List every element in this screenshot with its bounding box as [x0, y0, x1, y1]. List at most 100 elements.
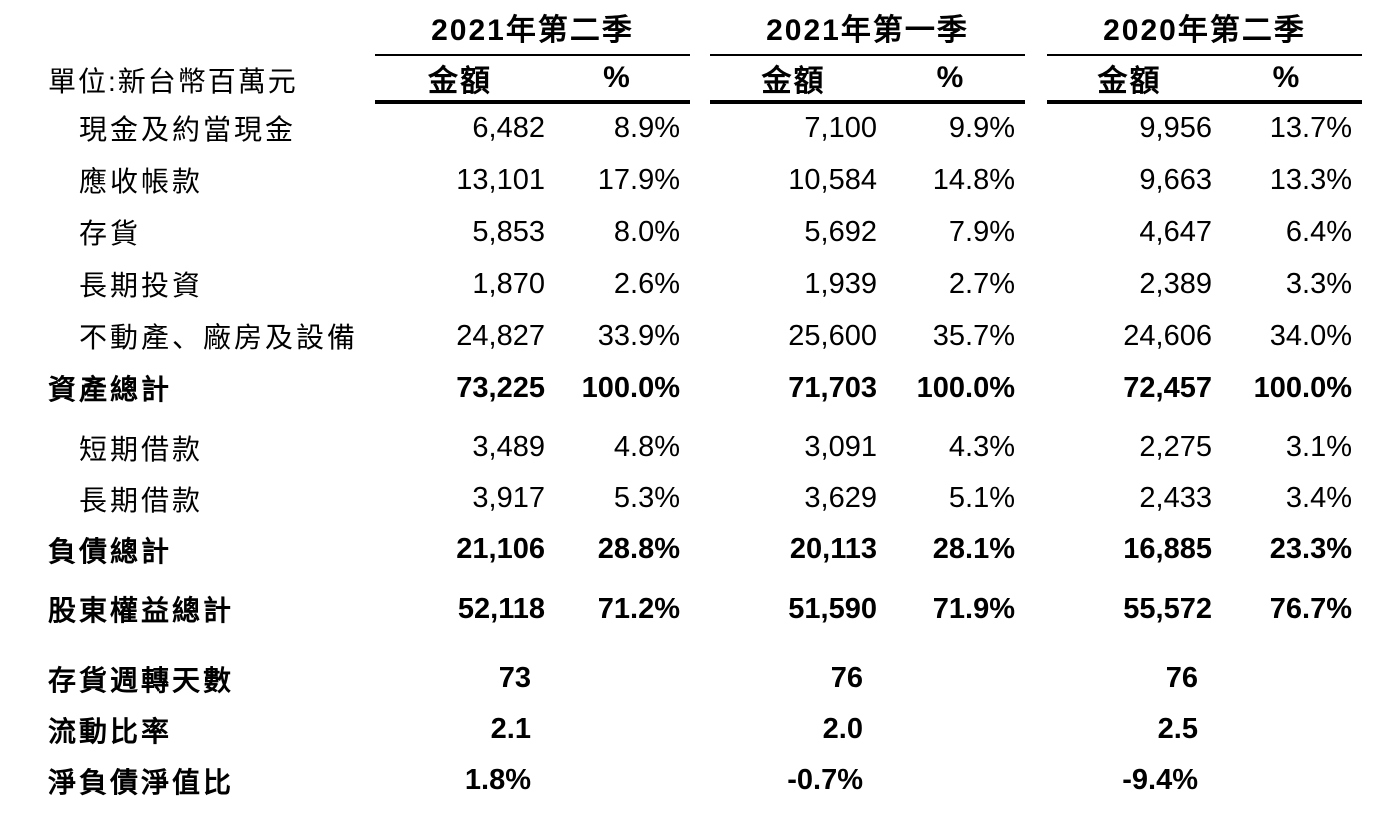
amount-cell: 3,489	[472, 431, 545, 463]
column-gap	[690, 310, 710, 362]
subheader-row: 單位:新台幣百萬元 金額 % 金額 % 金額 %	[0, 56, 1394, 104]
column-gap	[1025, 258, 1047, 310]
table-row-lt-borrowings: 長期借款 3,917 5.3% 3,629 5.1% 2,433 3.4%	[0, 473, 1394, 524]
percent-cell	[877, 755, 1025, 806]
column-gap	[690, 102, 710, 154]
percent-cell: 4.3%	[948, 431, 1015, 463]
period-header-2020q2: 2020年第二季	[1047, 0, 1362, 56]
percent-cell: 33.9%	[597, 319, 680, 352]
amount-cell: 25,600	[788, 319, 877, 352]
column-gap	[690, 755, 710, 806]
percent-cell	[877, 653, 1025, 704]
amount-cell: 3,917	[472, 482, 545, 514]
percent-cell	[1212, 755, 1362, 806]
amount-cell: 20,113	[789, 533, 877, 565]
percent-cell: 2.6%	[613, 267, 680, 300]
amount-cell: 16,885	[1123, 533, 1212, 565]
amount-cell: 2,275	[1139, 431, 1212, 463]
percent-cell	[545, 704, 690, 755]
percent-cell: 35.7%	[932, 319, 1015, 352]
metric-value-cell: 73	[498, 662, 531, 694]
column-gap	[1025, 154, 1047, 206]
column-gap	[1025, 362, 1047, 414]
amount-cell: 55,572	[1123, 592, 1212, 625]
percent-cell: 17.9%	[597, 163, 680, 196]
percent-cell: 3.4%	[1285, 482, 1352, 514]
amount-cell: 2,433	[1139, 482, 1212, 514]
column-gap	[1025, 755, 1047, 806]
percent-cell: 71.9%	[932, 592, 1015, 625]
column-gap	[1025, 583, 1047, 635]
table-row-st-borrowings: 短期借款 3,489 4.8% 3,091 4.3% 2,275 3.1%	[0, 422, 1394, 473]
column-gap	[1025, 524, 1047, 575]
amount-cell: 5,853	[472, 215, 545, 248]
column-gap	[690, 653, 710, 704]
amount-cell: 24,606	[1123, 319, 1212, 352]
column-gap	[690, 206, 710, 258]
amount-cell: 52,118	[457, 592, 545, 625]
amount-cell: 3,091	[804, 431, 877, 463]
amount-cell: 2,389	[1139, 267, 1212, 300]
percent-cell	[545, 755, 690, 806]
table-row-total-equity: 股東權益總計 52,118 71.2% 51,590 71.9% 55,572 …	[0, 583, 1394, 635]
percent-cell: 28.1%	[932, 533, 1015, 565]
percent-cell: 6.4%	[1285, 215, 1352, 248]
period-header-2021q2: 2021年第二季	[375, 0, 690, 56]
table-row-total-assets: 資產總計 73,225 100.0% 71,703 100.0% 72,457 …	[0, 362, 1394, 414]
row-label: 應收帳款	[79, 166, 204, 197]
table-row-net-debt-to-equity: 淨負債淨值比 1.8% -0.7% -9.4%	[0, 755, 1394, 806]
unit-label: 單位:新台幣百萬元	[48, 66, 298, 97]
period-header-row: 2021年第二季 2021年第一季 2020年第二季	[0, 0, 1394, 56]
amount-cell: 3,629	[804, 482, 877, 514]
percent-cell: 100.0%	[916, 371, 1015, 404]
amount-cell: 10,584	[788, 163, 877, 196]
table-row-inventory-days: 存貨週轉天數 73 76 76	[0, 653, 1394, 704]
row-label: 不動產、廠房及設備	[79, 322, 359, 353]
amount-cell: 7,100	[804, 111, 877, 144]
row-label: 長期投資	[79, 270, 204, 301]
amount-cell: 6,482	[472, 111, 545, 144]
amount-cell: 71,703	[788, 371, 877, 404]
column-gap	[1025, 422, 1047, 473]
percent-cell: 9.9%	[948, 111, 1015, 144]
percent-cell: 3.1%	[1285, 431, 1352, 463]
percent-cell	[545, 653, 690, 704]
amount-cell: 24,827	[456, 319, 545, 352]
column-gap	[690, 704, 710, 755]
percent-cell	[1212, 704, 1362, 755]
percent-cell: 34.0%	[1269, 319, 1352, 352]
percent-cell: 8.9%	[613, 111, 680, 144]
column-gap	[690, 258, 710, 310]
column-gap	[1025, 473, 1047, 524]
column-gap	[1025, 206, 1047, 258]
row-label: 淨負債淨值比	[48, 766, 235, 798]
percent-cell	[877, 704, 1025, 755]
percent-cell: 13.3%	[1269, 163, 1352, 196]
row-label: 存貨週轉天數	[48, 664, 235, 696]
amount-cell: 51,590	[788, 592, 877, 625]
column-gap	[690, 422, 710, 473]
column-gap	[690, 56, 710, 104]
column-gap	[690, 154, 710, 206]
amount-cell: 9,663	[1139, 163, 1212, 196]
percent-cell: 13.7%	[1269, 111, 1352, 144]
percent-cell: 2.7%	[948, 267, 1015, 300]
percent-cell: 3.3%	[1285, 267, 1352, 300]
table-row-current-ratio: 流動比率 2.1 2.0 2.5	[0, 704, 1394, 755]
metric-value-cell: -0.7%	[787, 764, 863, 796]
amount-cell: 72,457	[1123, 371, 1212, 404]
percent-cell: 28.8%	[597, 533, 680, 565]
metric-value-cell: 76	[830, 662, 863, 694]
row-label: 現金及約當現金	[79, 114, 297, 145]
amount-header-2021q1: 金額	[710, 56, 877, 104]
period-header-2021q1: 2021年第一季	[710, 0, 1025, 56]
percent-cell: 4.8%	[613, 431, 680, 463]
table-row-inventory: 存貨 5,853 8.0% 5,692 7.9% 4,647 6.4%	[0, 206, 1394, 258]
percent-cell: 23.3%	[1269, 533, 1352, 565]
metric-value-cell: -9.4%	[1122, 764, 1198, 796]
percent-cell: 5.3%	[613, 482, 680, 514]
metric-value-cell: 2.5	[1157, 713, 1198, 745]
percent-header-2020q2: %	[1212, 56, 1362, 104]
corner-blank	[0, 0, 375, 56]
column-gap	[1025, 310, 1047, 362]
